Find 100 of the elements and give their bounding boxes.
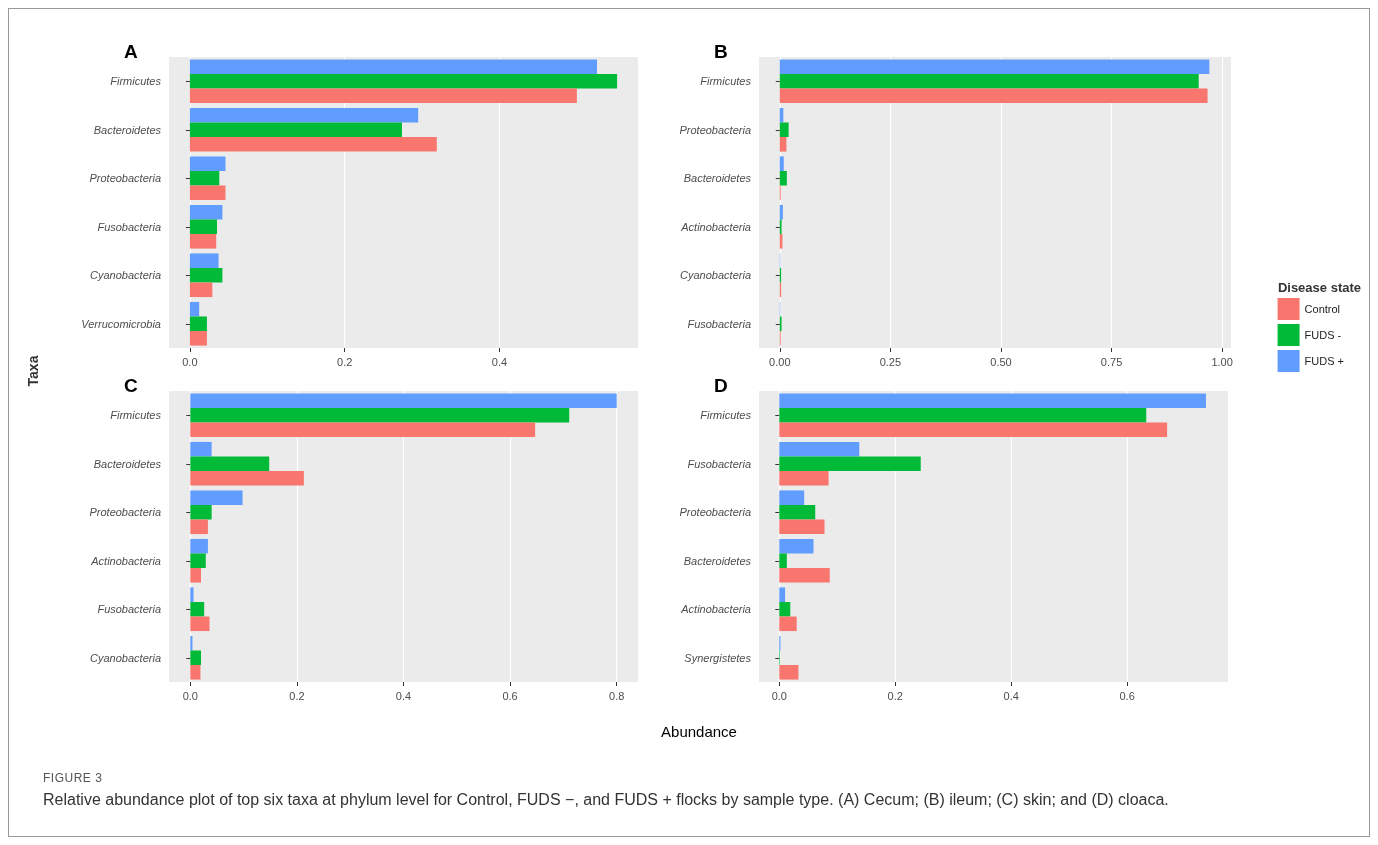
bar <box>779 73 1199 89</box>
y-tick-label: Actinobacteria <box>680 220 751 233</box>
bar <box>190 456 270 472</box>
y-tick-label: Fusobacteria <box>97 220 161 233</box>
bar <box>189 204 223 220</box>
x-tick-label: 0.2 <box>337 355 353 368</box>
bar <box>190 601 205 617</box>
y-tick-label: Firmicutes <box>700 75 752 88</box>
legend-title: Disease state <box>1277 280 1362 295</box>
bar <box>779 407 1147 423</box>
y-tick-label: Proteobacteria <box>89 506 161 519</box>
bar <box>779 156 784 171</box>
bar <box>189 73 618 89</box>
bar <box>779 88 1208 104</box>
bar <box>189 88 577 104</box>
bar <box>779 616 797 632</box>
x-tick-label: 0.0 <box>182 689 198 702</box>
y-tick-label: Firmicutes <box>110 409 162 422</box>
y-tick-label: Fusobacteria <box>687 457 751 470</box>
bar <box>189 234 217 249</box>
x-tick-label: 0.0 <box>771 689 787 702</box>
chart-title: D <box>714 375 728 396</box>
y-tick-label: Synergistetes <box>684 651 752 664</box>
bar <box>189 137 437 152</box>
legend-label: FUDS + <box>1304 355 1345 367</box>
bar <box>190 471 304 486</box>
bar <box>779 422 1168 438</box>
chart-title: B <box>714 41 728 62</box>
y-tick-label: Bacteroidetes <box>93 457 162 470</box>
bar <box>190 553 206 569</box>
bar <box>190 407 570 423</box>
y-tick-label: Proteobacteria <box>679 123 751 136</box>
x-tick-label: 0.00 <box>769 355 791 368</box>
x-tick-label: 0.2 <box>887 689 903 702</box>
bar <box>779 587 786 602</box>
legend-label: Control <box>1304 303 1341 315</box>
bar <box>189 156 226 171</box>
x-tick-label: 0.75 <box>1100 355 1123 368</box>
bar <box>779 519 825 535</box>
bar <box>189 122 402 138</box>
bar <box>189 59 597 74</box>
y-tick-label: Actinobacteria <box>90 554 161 567</box>
x-tick-label: 0.4 <box>1003 689 1019 702</box>
y-axis-title: Taxa <box>25 355 41 387</box>
bar <box>189 282 213 298</box>
bar <box>779 393 1206 408</box>
y-tick-label: Proteobacteria <box>679 506 751 519</box>
y-tick-label: Cyanobacteria <box>90 269 161 282</box>
y-tick-label: Actinobacteria <box>680 603 751 616</box>
bar <box>190 635 193 651</box>
bar <box>190 616 210 632</box>
y-tick-label: Verrucomicrobia <box>81 317 161 330</box>
bar <box>779 471 829 486</box>
text: Relative abundance plot of top six taxa at phylum level for Control, FUDS −, and FUDS + flocks by sample type. (A) Cecum; (B) ileum; (C) skin; and (D) cloaca. <box>43 790 1170 810</box>
bar <box>189 253 219 268</box>
bar <box>190 538 208 554</box>
x-axis-title: Abundance <box>661 722 737 740</box>
bar <box>779 137 787 152</box>
bar <box>189 331 207 346</box>
bar <box>779 601 791 617</box>
x-tick-label: 0.25 <box>879 355 902 368</box>
bar <box>779 553 787 569</box>
y-tick-label: Bacteroidetes <box>683 554 752 567</box>
bar <box>189 219 217 235</box>
bar <box>779 665 799 680</box>
x-tick-label: 0.2 <box>289 689 305 702</box>
y-tick-label: Firmicutes <box>700 409 752 422</box>
bar <box>190 504 212 520</box>
y-tick-label: Cyanobacteria <box>680 269 751 282</box>
y-tick-label: Fusobacteria <box>97 603 161 616</box>
bar <box>189 107 419 123</box>
chart-title: A <box>124 41 138 62</box>
bar <box>779 504 816 520</box>
x-tick-label: 0.4 <box>395 689 412 702</box>
y-tick-label: Firmicutes <box>110 75 162 88</box>
y-tick-label: Bacteroidetes <box>683 172 752 185</box>
bar <box>190 568 201 583</box>
y-tick-label: Proteobacteria <box>89 172 161 185</box>
bar <box>779 204 783 220</box>
x-tick-label: 1.00 <box>1211 355 1233 368</box>
x-tick-label: 0.8 <box>609 689 625 702</box>
bar <box>779 122 789 138</box>
bar <box>190 665 201 680</box>
y-tick-label: Cyanobacteria <box>90 651 161 664</box>
bar <box>189 267 223 283</box>
chart-title: C <box>124 375 138 396</box>
bar <box>779 59 1210 74</box>
x-tick-label: 0.0 <box>182 355 198 368</box>
caption: FIGURE 3 <box>43 770 104 787</box>
y-tick-label: Bacteroidetes <box>93 123 162 136</box>
x-tick-label: 0.50 <box>990 355 1012 368</box>
bar <box>190 422 536 438</box>
bar <box>190 650 201 666</box>
bar <box>190 519 208 535</box>
bar <box>779 456 921 472</box>
x-tick-label: 0.6 <box>502 689 518 702</box>
bar <box>189 301 200 317</box>
bar <box>190 393 617 408</box>
y-tick-label: Fusobacteria <box>687 317 751 330</box>
x-tick-label: 0.6 <box>1119 689 1135 702</box>
